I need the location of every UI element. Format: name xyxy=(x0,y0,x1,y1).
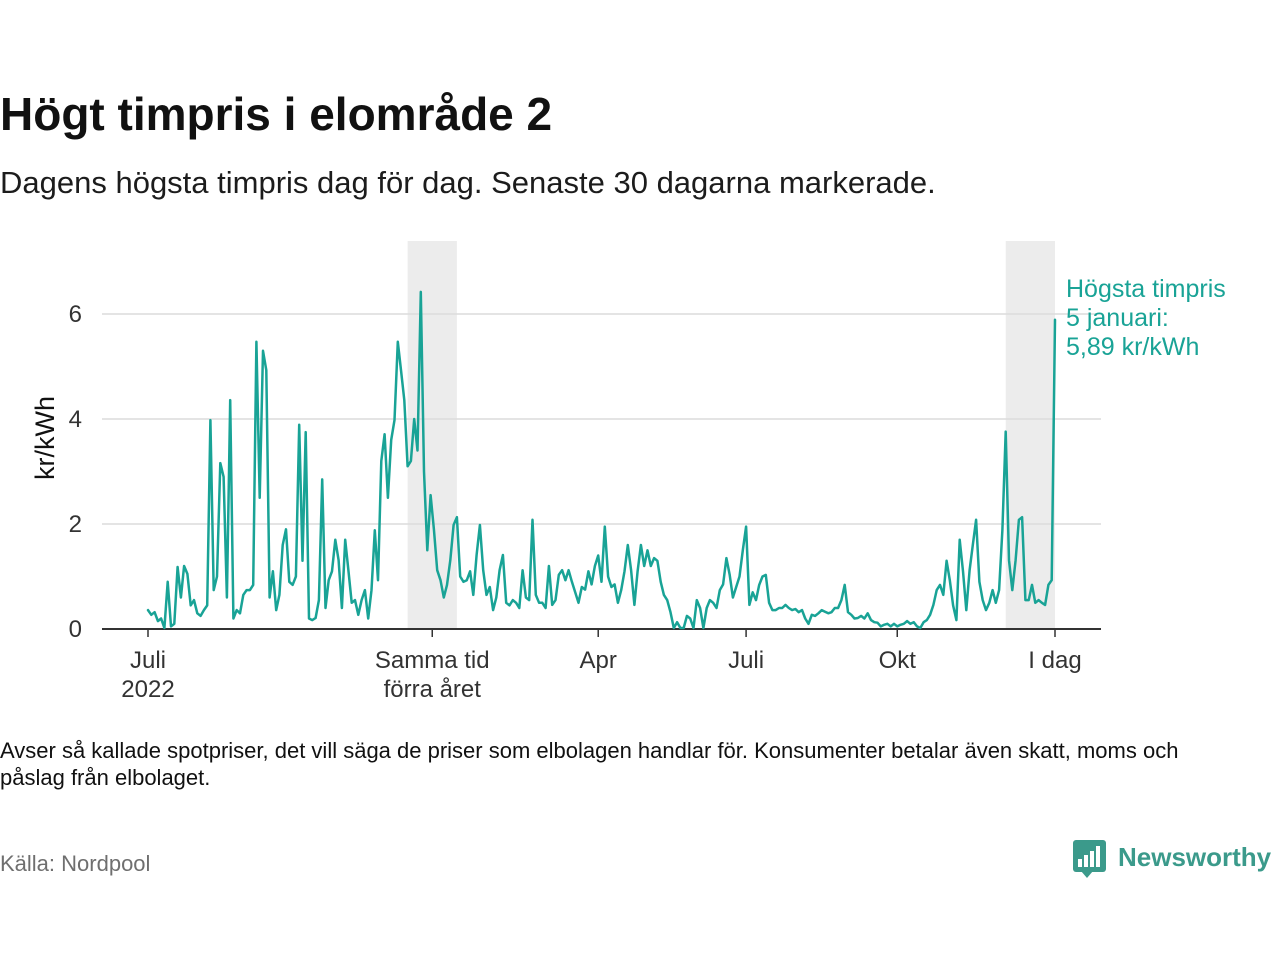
y-tick-label: 0 xyxy=(69,616,82,643)
y-gridlines xyxy=(101,313,1102,525)
source-note: Källa: Nordpool xyxy=(0,851,151,876)
annotation-line: 5 januari: xyxy=(1066,304,1169,332)
footnote: Avser så kallade spotpriser, det vill sä… xyxy=(0,737,1178,791)
y-tick-labels: 0 2 4 6 xyxy=(69,301,82,643)
y-tick-label: 2 xyxy=(69,511,82,538)
x-tick-label: Juli xyxy=(728,647,764,674)
series-line-highest-hourly-price xyxy=(146,290,1057,630)
x-tick-label: Juli xyxy=(130,647,166,674)
y-axis-label: kr/kWh xyxy=(30,396,60,480)
newsworthy-logo-icon xyxy=(1073,840,1106,878)
footnote-line: Avser så kallade spotpriser, det vill sä… xyxy=(0,738,1179,763)
highlight-band-last-30-days xyxy=(1005,241,1055,629)
x-tick-label: förra året xyxy=(384,676,482,703)
x-tick-label: Okt xyxy=(879,647,917,674)
x-tick-label: Apr xyxy=(580,647,617,674)
y-tick-label: 4 xyxy=(69,406,82,433)
annotation-line: Högsta timpris xyxy=(1066,275,1226,303)
chart-title: Högt timpris i elområde 2 xyxy=(0,88,553,140)
chart-subtitle: Dagens högsta timpris dag för dag. Senas… xyxy=(0,165,936,200)
brand-name: Newsworthy xyxy=(1118,842,1272,872)
x-tick-label: I dag xyxy=(1028,647,1081,674)
x-tick-label: Samma tid xyxy=(375,647,490,674)
annotation-line: 5,89 kr/kWh xyxy=(1066,333,1199,361)
footnote-line: påslag från elbolaget. xyxy=(0,765,211,790)
y-tick-label: 6 xyxy=(69,301,82,328)
x-tick-label: 2022 xyxy=(121,676,174,703)
